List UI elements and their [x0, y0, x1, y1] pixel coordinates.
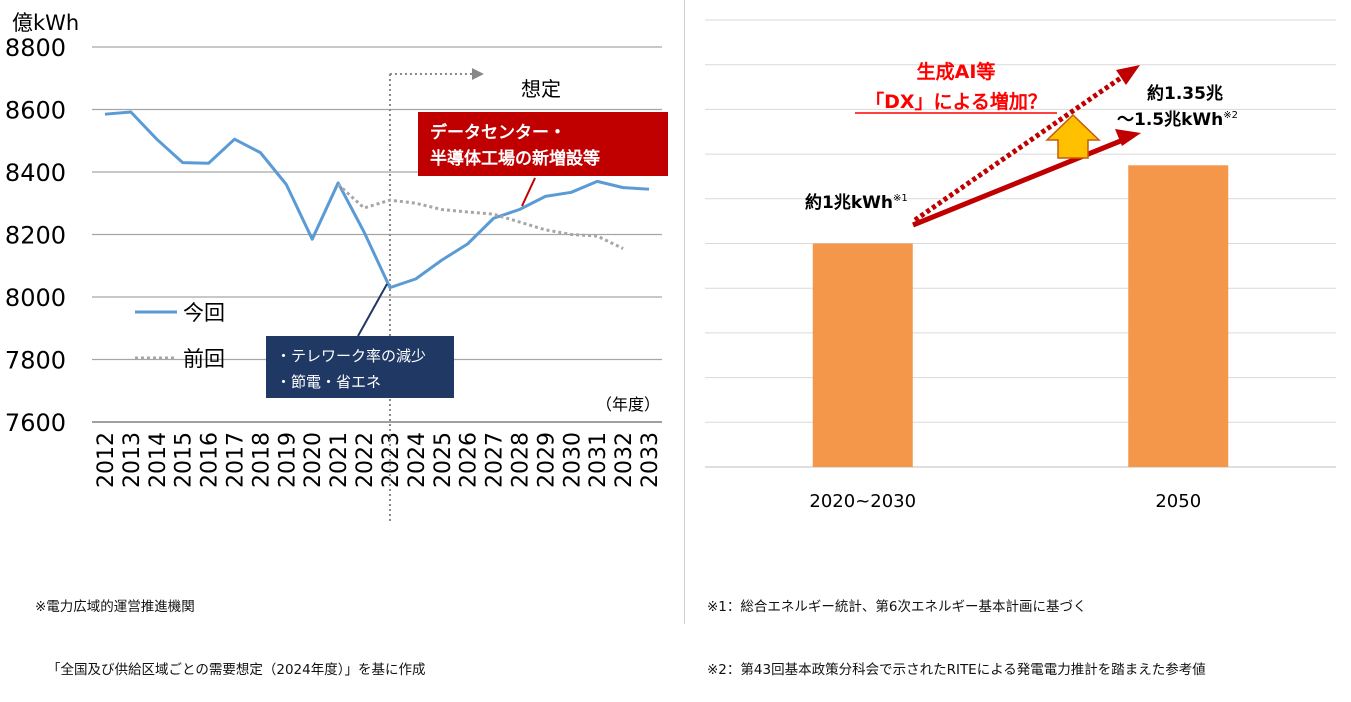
left-gridlines [92, 46, 662, 423]
x-tick-2031: 2031 [586, 432, 611, 488]
right-note-1: ※1：総合エネルギー統計、第6次エネルギー基本計画に基づく [707, 599, 1087, 615]
y-tick-8400: 8400 [5, 159, 66, 187]
bar-label-2050-line2: ～1.5兆kWh※2 [1117, 110, 1238, 130]
dotted-growth-arrowhead [1116, 65, 1140, 85]
x-tick-2015: 2015 [172, 432, 197, 488]
bar-label-2050-value: ～1.5兆kWh [1117, 110, 1223, 130]
y-unit-label: 億kWh [12, 11, 79, 35]
y-tick-8200: 8200 [5, 222, 66, 250]
series-line-current [104, 110, 650, 290]
bar-label-2020-2030-value: 約1兆kWh [805, 192, 893, 213]
bar-2050 [1128, 165, 1229, 467]
decline-leader-line [357, 283, 388, 337]
x-tick-2021: 2021 [327, 432, 352, 488]
bar-label-2020-2030-mark: ※1 [893, 193, 908, 204]
right-gridlines [705, 19, 1336, 468]
right-note-2: ※2：第43回基本政策分科会で示されたRITEによる発電電力推計を踏まえた参考値 [707, 662, 1206, 678]
x-tick-2020: 2020 [301, 432, 326, 488]
panel-divider [684, 0, 685, 624]
right-x-tick-2050: 2050 [1155, 491, 1201, 512]
decline-box [266, 336, 454, 398]
x-tick-2013: 2013 [120, 432, 145, 488]
y-tick-8800: 8800 [5, 34, 66, 62]
datacenter-box [418, 112, 668, 176]
series-line-previous [337, 183, 624, 250]
left-y-tick-labels: 7600 7800 8000 8200 8400 8600 8800 [5, 34, 66, 437]
right-x-tick-labels: 2020~2030 2050 [809, 491, 1201, 512]
left-note-1: ※電力広域的運営推進機関 [35, 599, 195, 615]
x-tick-2029: 2029 [534, 432, 559, 488]
x-tick-2016: 2016 [198, 432, 223, 488]
left-x-tick-labels: 2012 2013 2014 2015 2016 2017 2018 2019 2020 2021… [94, 432, 663, 488]
right-notes: ※1：総合エネルギー統計、第6次エネルギー基本計画に基づく ※2：第43回基本政… [707, 555, 1206, 702]
up-arrow [1045, 113, 1101, 159]
dx-label-line2: 「DX」による増加？ [865, 90, 1047, 113]
bar-value-labels: 約1兆kWh※1 約1.35兆 ～1.5兆kWh※2 [805, 83, 1238, 213]
legend-previous-label: 前回 [183, 347, 225, 371]
solid-growth-arrowhead [1115, 129, 1141, 146]
x-tick-2023: 2023 [379, 432, 404, 488]
forecast-label: 想定 [521, 77, 561, 101]
x-tick-2019: 2019 [275, 432, 300, 488]
y-tick-8000: 8000 [5, 284, 66, 312]
right-bars [812, 165, 1229, 467]
decline-text-1: ・テレワーク率の減少 [276, 347, 426, 365]
datacenter-text-1: データセンター・ [430, 122, 566, 143]
right-x-tick-2020~2030: 2020~2030 [809, 491, 916, 512]
datacenter-callout: データセンター・ 半導体工場の新増設等 [418, 112, 668, 207]
dx-label-line1: 生成AI等 [917, 60, 996, 83]
x-tick-2024: 2024 [405, 432, 430, 488]
x-tick-2022: 2022 [353, 432, 378, 488]
x-tick-2033: 2033 [638, 432, 663, 488]
x-tick-2025: 2025 [431, 432, 456, 488]
x-tick-2030: 2030 [560, 432, 585, 488]
bar-label-2050-mark: ※2 [1223, 110, 1238, 121]
decline-callout: ・テレワーク率の減少 ・節電・省エネ [266, 283, 454, 398]
legend-current-label: 今回 [183, 301, 225, 325]
y-tick-7800: 7800 [5, 347, 66, 375]
left-note-2: 「全国及び供給区域ごとの需要想定（2024年度）」を基に作成 [47, 662, 426, 678]
forecast-marker: 想定 [388, 68, 561, 522]
datacenter-leader-line [521, 177, 536, 207]
bar-label-2020-2030: 約1兆kWh※1 [805, 192, 908, 213]
growth-arrows [912, 65, 1141, 228]
x-axis-caption: （年度） [596, 395, 660, 414]
x-tick-2012: 2012 [94, 432, 119, 488]
legend: 今回 前回 [135, 301, 225, 371]
datacenter-text-2: 半導体工場の新増設等 [430, 148, 600, 169]
x-tick-2028: 2028 [509, 432, 534, 488]
decline-text-2: ・節電・省エネ [276, 373, 381, 391]
x-tick-2032: 2032 [612, 432, 637, 488]
future-demand-bar-chart: 2020~2030 2050 約1兆kWh※1 約1.35兆 ～1.5兆kWh※2… [705, 19, 1336, 512]
dotted-growth-arrow [913, 72, 1127, 223]
y-tick-8600: 8600 [5, 97, 66, 125]
forecast-arrowhead [471, 68, 484, 80]
left-series-lines [104, 110, 650, 290]
x-tick-2027: 2027 [483, 432, 508, 488]
x-tick-2018: 2018 [249, 432, 274, 488]
x-tick-2014: 2014 [146, 432, 171, 488]
solid-growth-arrow [912, 137, 1124, 228]
left-notes: ※電力広域的運営推進機関 「全国及び供給区域ごとの需要想定（2024年度）」を基… [35, 555, 425, 702]
x-tick-2017: 2017 [224, 432, 249, 488]
bar-2020~2030 [812, 243, 913, 467]
y-tick-7600: 7600 [5, 409, 66, 437]
x-tick-2026: 2026 [457, 432, 482, 488]
bar-label-2050-line1: 約1.35兆 [1147, 83, 1223, 104]
